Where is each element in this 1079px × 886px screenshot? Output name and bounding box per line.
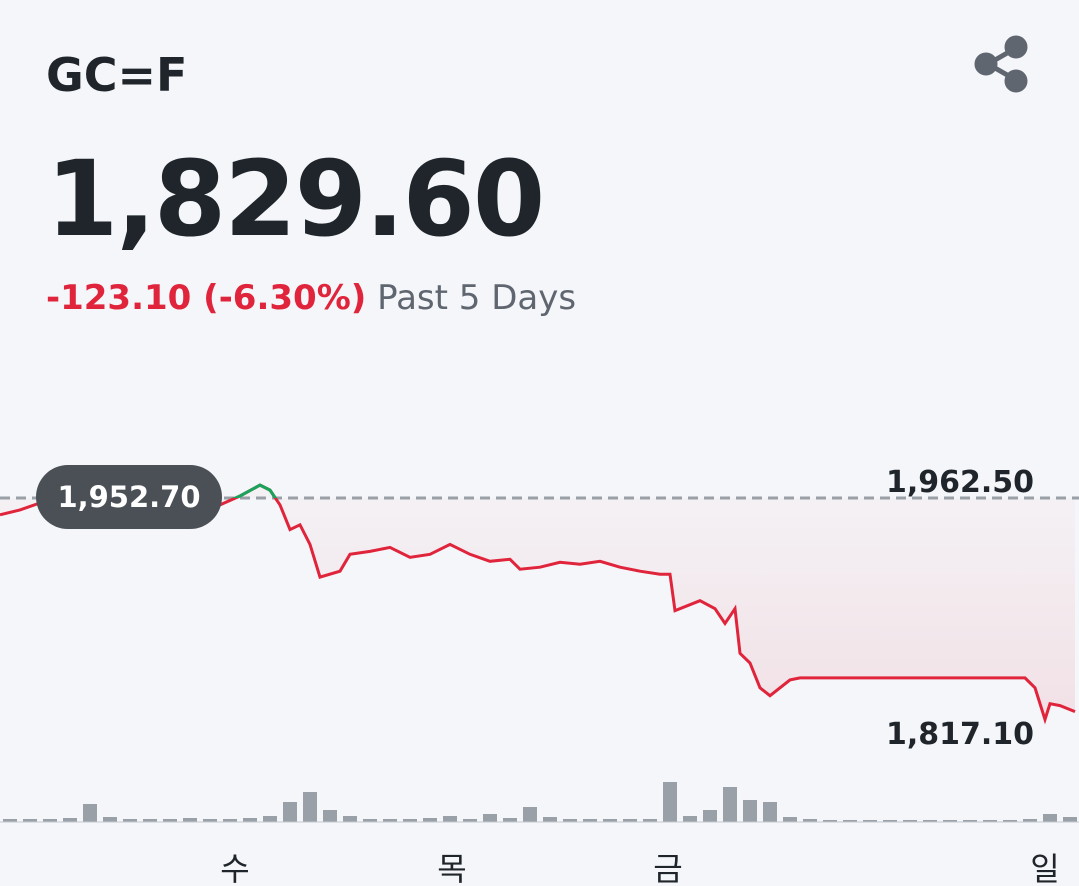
volume-bar (923, 820, 937, 822)
volume-bar (463, 819, 477, 822)
volume-bar (1043, 814, 1057, 822)
share-button[interactable] (972, 34, 1030, 94)
volume-bar (203, 819, 217, 822)
volume-bar (163, 819, 177, 822)
volume-bar (1023, 819, 1037, 822)
low-label: 1,817.10 (886, 717, 1034, 752)
volume-bar (143, 819, 157, 822)
volume-bar (303, 792, 317, 822)
volume-bar (483, 814, 497, 822)
area (0, 485, 1075, 720)
volume-bar (983, 820, 997, 822)
volume-bar (963, 820, 977, 822)
volume-bar (943, 820, 957, 822)
volume-bar (423, 818, 437, 822)
volume-bar (443, 816, 457, 822)
high-label: 1,962.50 (886, 465, 1034, 500)
reference-label: 1,952.70 (57, 480, 200, 514)
volume-bar (103, 817, 117, 822)
volume-bar (1003, 820, 1017, 822)
volume-bar (83, 804, 97, 822)
volume-bar (703, 810, 717, 822)
volume-bar (863, 820, 877, 822)
volume-bar (403, 819, 417, 822)
volume-bar (363, 819, 377, 822)
volume-bar (883, 820, 897, 822)
x-tick-label: 목 (437, 850, 466, 886)
period: Past 5 Days (377, 278, 577, 318)
volume-bar (743, 800, 757, 822)
reference-pill (36, 465, 222, 529)
volume-bar (763, 802, 777, 822)
volume-bar (323, 810, 337, 822)
volume-bar (283, 802, 297, 822)
price: 1,829.60 (46, 138, 545, 260)
volume-bar (243, 818, 257, 822)
volume-bar (903, 820, 917, 822)
volume-bar (523, 807, 537, 822)
x-tick-label: 일 (1030, 850, 1059, 886)
volume-bar (43, 819, 57, 822)
change-row: -123.10 (-6.30%) Past 5 Days (46, 278, 576, 318)
volume-bar (3, 819, 17, 822)
volume-bar (263, 816, 277, 822)
symbol: GC=F (46, 48, 188, 102)
volume-bar (803, 819, 817, 822)
volume-bar (583, 819, 597, 822)
volume-bar (543, 817, 557, 822)
volume-bar (563, 819, 577, 822)
volume-bar (503, 818, 517, 822)
volume-bar (843, 820, 857, 822)
volume-bar (183, 818, 197, 822)
volume-bar (123, 819, 137, 822)
volume-bar (603, 819, 617, 822)
x-tick-label: 수 (220, 850, 249, 886)
volume-bar (783, 817, 797, 822)
volume-bar (683, 816, 697, 822)
volume-bar (63, 818, 77, 822)
volume-bar (223, 819, 237, 822)
volume-bar (343, 816, 357, 822)
volume-bar (643, 819, 657, 822)
x-tick-label: 금 (653, 850, 682, 886)
change: -123.10 (-6.30%) (46, 278, 367, 318)
volume-bar (1063, 817, 1077, 822)
volume-bar (823, 820, 837, 822)
volume-bar (723, 787, 737, 822)
volume-bar (383, 819, 397, 822)
volume-bar (23, 819, 37, 822)
volume-bar (623, 819, 637, 822)
volume-bar (663, 782, 677, 822)
